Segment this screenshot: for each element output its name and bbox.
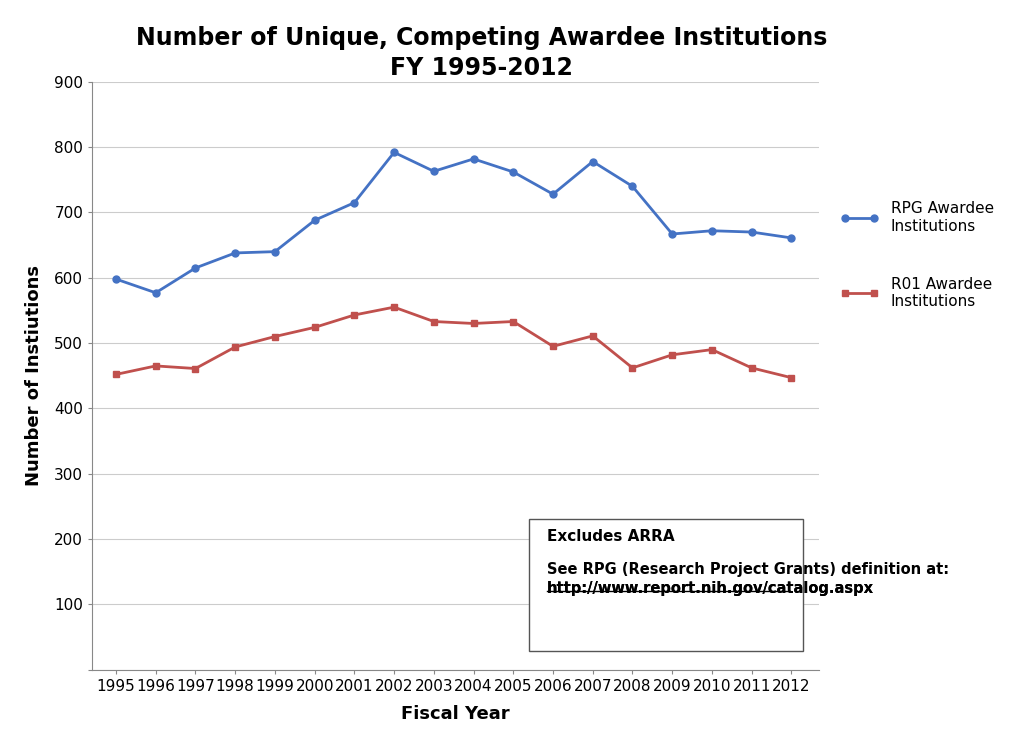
Text: FY 1995-2012: FY 1995-2012 — [390, 56, 572, 80]
RPG Awardee
Institutions — [627, 182, 639, 190]
RPG Awardee
Institutions — [189, 263, 202, 272]
Line: RPG Awardee
Institutions: RPG Awardee Institutions — [113, 149, 795, 296]
R01 Awardee
Institutions — [706, 345, 718, 354]
RPG Awardee
Institutions — [110, 275, 122, 283]
Legend: RPG Awardee
Institutions, R01 Awardee
Institutions: RPG Awardee Institutions, R01 Awardee In… — [835, 195, 999, 315]
R01 Awardee
Institutions — [150, 362, 162, 371]
R01 Awardee
Institutions — [348, 310, 360, 319]
FancyBboxPatch shape — [529, 519, 803, 651]
Y-axis label: Number of Instiutions: Number of Instiutions — [25, 265, 43, 487]
R01 Awardee
Institutions — [110, 370, 122, 379]
RPG Awardee
Institutions — [388, 148, 400, 157]
RPG Awardee
Institutions — [268, 247, 281, 256]
Text: http://www.report.nih.gov/catalog.aspx: http://www.report.nih.gov/catalog.aspx — [547, 582, 874, 597]
RPG Awardee
Institutions — [428, 167, 440, 176]
RPG Awardee
Institutions — [507, 167, 519, 176]
R01 Awardee
Institutions — [268, 332, 281, 341]
RPG Awardee
Institutions — [785, 234, 798, 243]
RPG Awardee
Institutions — [467, 155, 479, 164]
RPG Awardee
Institutions — [229, 248, 242, 257]
R01 Awardee
Institutions — [785, 373, 798, 382]
R01 Awardee
Institutions — [467, 319, 479, 328]
RPG Awardee
Institutions — [150, 289, 162, 298]
RPG Awardee
Institutions — [706, 226, 718, 235]
R01 Awardee
Institutions — [745, 363, 758, 372]
RPG Awardee
Institutions — [666, 230, 678, 239]
R01 Awardee
Institutions — [308, 323, 321, 332]
RPG Awardee
Institutions — [348, 198, 360, 207]
R01 Awardee
Institutions — [428, 317, 440, 326]
R01 Awardee
Institutions — [229, 342, 242, 351]
Text: Number of Unique, Competing Awardee Institutions: Number of Unique, Competing Awardee Inst… — [135, 26, 827, 50]
Line: R01 Awardee
Institutions: R01 Awardee Institutions — [113, 304, 795, 381]
RPG Awardee
Institutions — [745, 228, 758, 237]
R01 Awardee
Institutions — [587, 331, 599, 340]
R01 Awardee
Institutions — [627, 363, 639, 372]
R01 Awardee
Institutions — [547, 341, 559, 350]
R01 Awardee
Institutions — [507, 317, 519, 326]
Text: http://www.report.nih.gov/catalog.aspx: http://www.report.nih.gov/catalog.aspx — [547, 582, 874, 597]
RPG Awardee
Institutions — [587, 157, 599, 166]
R01 Awardee
Institutions — [666, 350, 678, 359]
Text: See RPG (Research Project Grants) definition at:: See RPG (Research Project Grants) defini… — [547, 562, 949, 577]
RPG Awardee
Institutions — [308, 216, 321, 225]
R01 Awardee
Institutions — [189, 364, 202, 373]
R01 Awardee
Institutions — [388, 303, 400, 312]
RPG Awardee
Institutions — [547, 190, 559, 199]
X-axis label: Fiscal Year: Fiscal Year — [401, 705, 510, 722]
Text: Excludes ARRA: Excludes ARRA — [547, 529, 675, 544]
